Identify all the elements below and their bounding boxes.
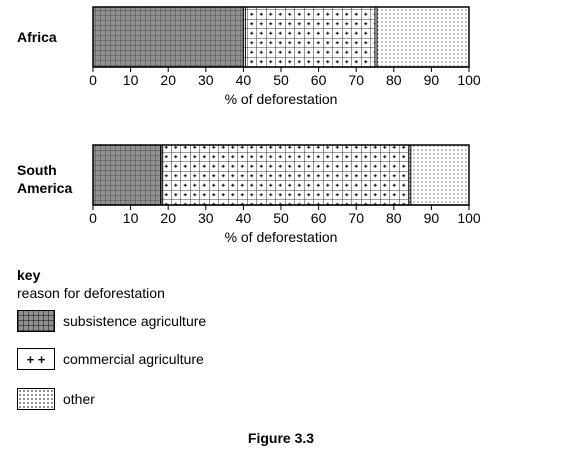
- bar-segment-africa-commercial: [242, 6, 376, 68]
- x-tick-label-south-america: 50: [273, 210, 289, 226]
- x-tick-label-south-america: 30: [198, 210, 214, 226]
- x-tick-label-africa: 20: [160, 72, 176, 88]
- key-title: key: [17, 267, 41, 283]
- x-tick-label-south-america: 100: [457, 210, 481, 226]
- x-tick-label-africa: 60: [311, 72, 327, 88]
- bar-segment-africa-subsistence: [92, 6, 244, 68]
- key-label-other: other: [63, 391, 95, 407]
- key-item-subsistence: subsistence agriculture: [17, 310, 206, 332]
- x-tick-label-south-america: 40: [236, 210, 252, 226]
- bar-segment-south-america-commercial: [160, 144, 410, 206]
- x-tick-label-south-america: 70: [348, 210, 364, 226]
- bar-africa: [92, 6, 470, 68]
- key-item-other: other: [17, 388, 95, 410]
- x-axis-title-africa: % of deforestation: [225, 91, 338, 107]
- bar-segment-africa-other: [374, 6, 470, 68]
- x-tick-label-africa: 80: [386, 72, 402, 88]
- category-label-africa: Africa: [17, 29, 57, 45]
- x-tick-label-africa: 30: [198, 72, 214, 88]
- x-tick-label-africa: 70: [348, 72, 364, 88]
- x-tick-label-south-america: 20: [160, 210, 176, 226]
- key-item-commercial: + + commercial agriculture: [17, 348, 204, 370]
- x-tick-label-africa: 90: [424, 72, 440, 88]
- x-tick-label-south-america: 80: [386, 210, 402, 226]
- x-tick-label-africa: 100: [457, 72, 481, 88]
- key-label-subsistence: subsistence agriculture: [63, 313, 207, 329]
- x-tick-label-africa: 10: [123, 72, 139, 88]
- x-tick-label-south-america: 90: [424, 210, 440, 226]
- key-subtitle: reason for deforestation: [17, 285, 165, 301]
- x-tick-label-south-america: 0: [89, 210, 97, 226]
- commercial-swatch: + +: [17, 348, 55, 370]
- other-swatch: [17, 388, 55, 410]
- x-axis-title-south-america: % of deforestation: [225, 229, 338, 245]
- x-tick-label-africa: 50: [273, 72, 289, 88]
- figure-caption: Figure 3.3: [247, 430, 315, 446]
- subsistence-swatch: [17, 310, 55, 332]
- key-label-commercial: commercial agriculture: [63, 351, 204, 367]
- commercial-swatch-symbol: + +: [26, 351, 46, 367]
- x-tick-label-south-america: 10: [123, 210, 139, 226]
- x-tick-label-africa: 0: [89, 72, 97, 88]
- bar-south-america: [92, 144, 470, 206]
- x-tick-label-south-america: 60: [311, 210, 327, 226]
- category-label-south-america: America: [17, 180, 72, 196]
- bar-segment-south-america-subsistence: [92, 144, 162, 206]
- bar-segment-south-america-other: [408, 144, 470, 206]
- x-tick-label-africa: 40: [236, 72, 252, 88]
- category-label-south-america: South: [17, 162, 57, 178]
